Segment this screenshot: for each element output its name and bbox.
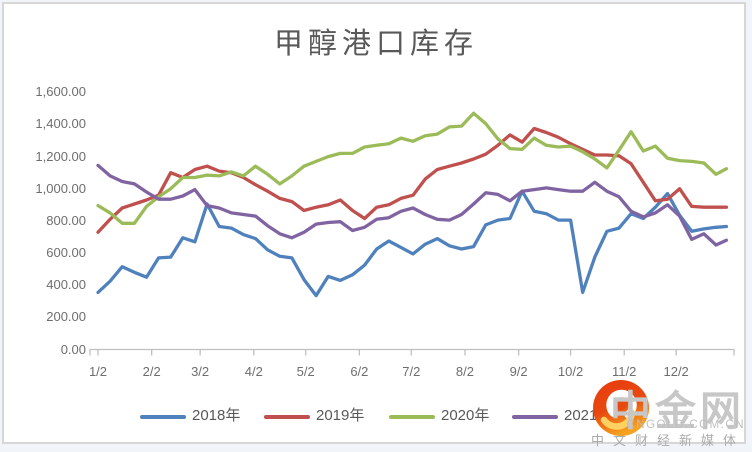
legend-swatch [389, 415, 435, 419]
legend-label: 2021年 [564, 407, 613, 424]
x-axis-tick-label: 4/2 [244, 364, 263, 379]
chart-title: 甲醇港口库存 [273, 26, 478, 60]
y-axis-tick-label: 800.00 [46, 212, 86, 228]
series-line-2018 [96, 189, 729, 298]
legend-swatch [264, 415, 310, 419]
series-line-2019 [96, 126, 729, 234]
legend-swatch [140, 415, 186, 419]
x-axis-tick-label: 3/2 [191, 364, 210, 379]
series-line-2020 [96, 111, 729, 225]
y-axis-tick-label: 1,600.00 [35, 84, 86, 100]
y-axis-tick-label: 400.00 [46, 277, 86, 293]
x-axis-tick-label: 11/2 [612, 364, 637, 379]
y-axis-tick-label: 600.00 [46, 245, 86, 261]
x-axis-tick-label: 7/2 [402, 364, 421, 379]
x-axis-tick-label: 2/2 [142, 364, 161, 379]
y-axis-tick-label: 1,400.00 [35, 116, 86, 132]
y-axis-tick-label: 200.00 [46, 309, 86, 325]
legend-label: 2020年 [441, 407, 490, 424]
legend-label: 2018年 [192, 407, 241, 424]
x-axis-tick-label: 5/2 [296, 364, 315, 379]
x-axis-tick-label: 8/2 [455, 364, 474, 379]
y-axis-tick-label: 1,000.00 [35, 180, 86, 196]
y-axis-tick-label: 1,200.00 [35, 148, 86, 164]
x-axis-tick-label: 1/2 [88, 364, 108, 379]
x-axis-tick-label: 6/2 [350, 364, 369, 379]
legend-swatch [512, 415, 558, 419]
legend-label: 2019年 [316, 407, 365, 424]
series-line-2021 [96, 163, 729, 247]
x-axis-tick-label: 12/2 [663, 364, 689, 379]
x-axis-tick-label: 10/2 [557, 364, 584, 379]
y-axis-tick-label: 0.00 [60, 341, 86, 357]
x-axis-tick-label: 9/2 [509, 364, 528, 379]
